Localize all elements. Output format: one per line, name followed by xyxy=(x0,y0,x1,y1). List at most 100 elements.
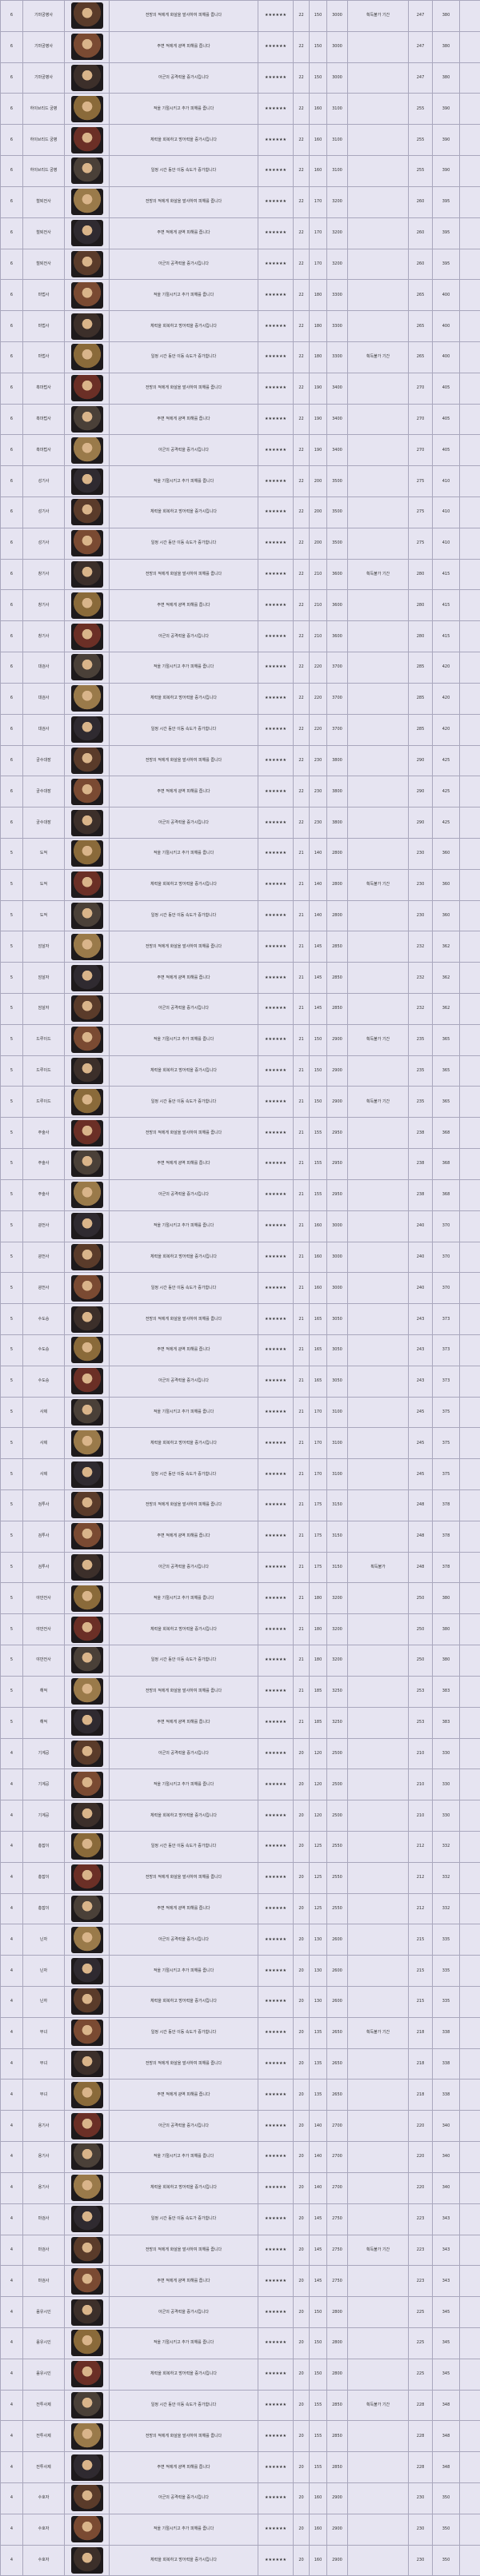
description-cell: 주변 적에게 광역 피해를 줍니다 xyxy=(109,1706,258,1739)
table-row: 6 기마궁병사 주변 적에게 광역 피해를 줍니다 ★★★★★★ 22 150 3000 24… xyxy=(0,30,480,63)
table-row: 6 마법사 적을 기절시키고 추가 피해를 줍니다 ★★★★★★ 22 180 3300 26… xyxy=(0,279,480,312)
level-cell: 20 xyxy=(293,1830,310,1863)
table-row: 6 기마궁병사 아군의 공격력을 증가시킵니다 ★★★★★★ 22 150 3000 247 3… xyxy=(0,62,480,94)
level-cell: 20 xyxy=(293,2048,310,2080)
description-cell: 주변 적에게 광역 피해를 줍니다 xyxy=(109,776,258,808)
table-row: 4 총잡이 주변 적에게 광역 피해를 줍니다 ★★★★★★ 20 125 2550 212 3… xyxy=(0,1892,480,1925)
portrait xyxy=(70,871,103,899)
description-cell: 적을 기절시키고 추가 피해를 줍니다 xyxy=(109,837,258,870)
empty-cell xyxy=(459,558,480,591)
description-cell: 주변 적에게 광역 피해를 줍니다 xyxy=(109,403,258,436)
portrait-cell xyxy=(64,1117,110,1150)
table-row: 5 검투사 전방의 적에게 화살을 발사하여 피해를 줍니다 ★★★★★★ 21 175 3… xyxy=(0,1489,480,1521)
note-cell: 획득불가 기간 xyxy=(347,341,409,373)
stat-cell: 140 xyxy=(309,2171,327,2204)
portrait-cell xyxy=(64,2327,110,2359)
stat-cell: 383 xyxy=(432,1675,460,1708)
name-cell: 검투사 xyxy=(22,1520,65,1553)
stat-cell: 3700 xyxy=(326,652,348,684)
portrait xyxy=(70,1088,103,1115)
table-row: 4 닌자 아군의 공격력을 증가시킵니다 ★★★★★★ 20 130 2600 215 335 xyxy=(0,1924,480,1956)
name-cell: 총잡이 xyxy=(22,1892,65,1925)
stat-cell: 3000 xyxy=(326,62,348,94)
description-cell: 아군의 공격력을 증가시킵니다 xyxy=(109,1924,258,1956)
stat-cell: 150 xyxy=(309,2296,327,2328)
empty-cell xyxy=(459,185,480,218)
stat-cell: 375 xyxy=(432,1396,460,1429)
level-cell: 21 xyxy=(293,993,310,1025)
empty-cell xyxy=(459,93,480,126)
table-row: 6 하이브리드 궁병 일정 시간 동안 이동 속도가 증가합니다 ★★★★★★ 22 16… xyxy=(0,155,480,187)
stars-cell: ★★★★★★ xyxy=(258,155,294,187)
description-cell: 아군의 공격력을 증가시킵니다 xyxy=(109,1737,258,1770)
grade-cell: 6 xyxy=(0,807,23,839)
portrait-cell xyxy=(64,372,110,405)
level-cell: 20 xyxy=(293,1769,310,1801)
stat-cell: 210 xyxy=(309,620,327,653)
stat-cell: 2950 xyxy=(326,1117,348,1150)
portrait xyxy=(70,1554,103,1581)
grade-cell: 4 xyxy=(0,2171,23,2204)
portrait-cell xyxy=(64,993,110,1025)
portrait xyxy=(70,158,103,185)
description-cell: 일정 시간 동안 이동 속도가 증가합니다 xyxy=(109,527,258,560)
level-cell: 22 xyxy=(293,279,310,312)
empty-cell xyxy=(459,2296,480,2328)
description-cell: 전방의 적에게 화살을 발사하여 피해를 줍니다 xyxy=(109,185,258,218)
stat-cell: 243 xyxy=(408,1303,433,1335)
stars-cell: ★★★★★★ xyxy=(258,341,294,373)
level-cell: 22 xyxy=(293,62,310,94)
grade-cell: 6 xyxy=(0,185,23,218)
grade-cell: 6 xyxy=(0,62,23,94)
empty-cell xyxy=(459,310,480,342)
portrait xyxy=(70,1926,103,1953)
stat-cell: 255 xyxy=(408,155,433,187)
name-cell: 창기사 xyxy=(22,620,65,653)
stars-cell: ★★★★★★ xyxy=(258,62,294,94)
stars-cell: ★★★★★★ xyxy=(258,1582,294,1615)
grade-cell: 5 xyxy=(0,931,23,963)
stat-cell: 160 xyxy=(309,1241,327,1274)
grade-cell: 5 xyxy=(0,1303,23,1335)
table-row: 4 용기사 적을 기절시키고 추가 피해를 줍니다 ★★★★★★ 20 140 2700 22… xyxy=(0,2141,480,2173)
table-row: 6 성기사 적을 기절시키고 추가 피해를 줍니다 ★★★★★★ 22 200 3500 27… xyxy=(0,465,480,497)
stars-cell: ★★★★★★ xyxy=(258,2451,294,2483)
level-cell: 21 xyxy=(293,1613,310,1646)
stat-cell: 373 xyxy=(432,1365,460,1398)
stat-cell: 370 xyxy=(432,1272,460,1305)
table-row: 6 궁수대장 아군의 공격력을 증가시킵니다 ★★★★★★ 22 230 3800 290 42… xyxy=(0,807,480,839)
level-cell: 22 xyxy=(293,248,310,281)
grade-cell: 5 xyxy=(0,1210,23,1242)
portrait xyxy=(70,1337,103,1364)
stat-cell: 420 xyxy=(432,652,460,684)
note-cell xyxy=(347,310,409,342)
table-row: 4 무녀 주변 적에게 광역 피해를 줍니다 ★★★★★★ 20 135 2650 218 33… xyxy=(0,2079,480,2111)
level-cell: 21 xyxy=(293,1365,310,1398)
portrait xyxy=(70,1833,103,1860)
name-cell: 도적 xyxy=(22,868,65,901)
stars-cell: ★★★★★★ xyxy=(258,652,294,684)
name-cell: 성기사 xyxy=(22,527,65,560)
name-cell: 광전사 xyxy=(22,1241,65,1274)
stars-cell: ★★★★★★ xyxy=(258,931,294,963)
empty-cell xyxy=(459,1427,480,1460)
stat-cell: 225 xyxy=(408,2296,433,2328)
empty-cell xyxy=(459,2451,480,2483)
stars-cell: ★★★★★★ xyxy=(258,1458,294,1490)
level-cell: 20 xyxy=(293,2171,310,2204)
stat-cell: 220 xyxy=(309,682,327,715)
grade-cell: 4 xyxy=(0,2451,23,2483)
grade-cell: 5 xyxy=(0,962,23,994)
stat-cell: 275 xyxy=(408,527,433,560)
portrait xyxy=(70,1709,103,1737)
empty-cell xyxy=(459,465,480,497)
grade-cell: 4 xyxy=(0,2389,23,2422)
stat-cell: 223 xyxy=(408,2203,433,2235)
empty-cell xyxy=(459,1520,480,1553)
description-cell: 일정 시간 동안 이동 속도가 증가합니다 xyxy=(109,899,258,932)
stat-cell: 2800 xyxy=(326,899,348,932)
stars-cell: ★★★★★★ xyxy=(258,1489,294,1521)
stars-cell: ★★★★★★ xyxy=(258,558,294,591)
grade-cell: 4 xyxy=(0,1861,23,1894)
table-row: 4 마검사 주변 적에게 광역 피해를 줍니다 ★★★★★★ 20 145 2750 223 3… xyxy=(0,2265,480,2298)
